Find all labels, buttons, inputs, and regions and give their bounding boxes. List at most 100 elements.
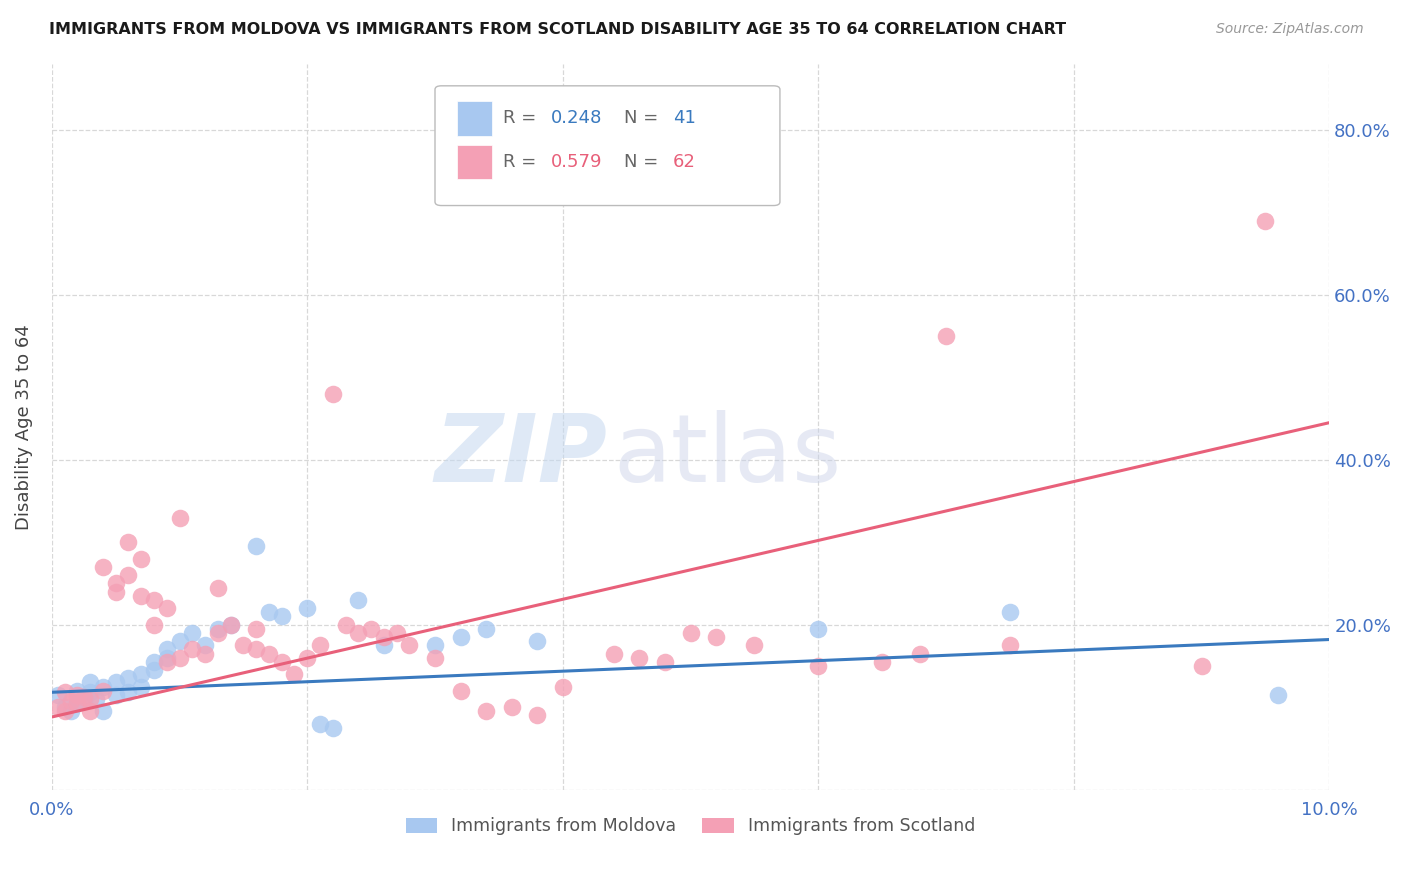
- Point: [73, 693, 96, 707]
- Point: [1254, 213, 1277, 227]
- Point: [935, 329, 957, 343]
- Point: [744, 638, 766, 652]
- Point: [1267, 688, 1289, 702]
- Point: [245, 622, 267, 636]
- Point: [91, 560, 114, 574]
- Point: [129, 589, 152, 603]
- Point: [807, 659, 830, 673]
- Point: [245, 540, 267, 554]
- Point: [998, 638, 1021, 652]
- Text: ZIP: ZIP: [434, 409, 607, 502]
- Text: Source: ZipAtlas.com: Source: ZipAtlas.com: [1216, 22, 1364, 37]
- Point: [257, 647, 280, 661]
- Point: [309, 716, 332, 731]
- Point: [73, 690, 96, 705]
- Point: [104, 584, 127, 599]
- Point: [526, 708, 548, 723]
- Point: [526, 634, 548, 648]
- Point: [129, 680, 152, 694]
- Point: [104, 675, 127, 690]
- Text: 62: 62: [672, 153, 696, 171]
- Point: [117, 535, 139, 549]
- Point: [297, 601, 319, 615]
- Text: 0.248: 0.248: [551, 110, 603, 128]
- Point: [998, 605, 1021, 619]
- Point: [373, 638, 395, 652]
- Point: [807, 622, 830, 636]
- Point: [423, 650, 446, 665]
- Point: [117, 568, 139, 582]
- Point: [142, 655, 165, 669]
- FancyBboxPatch shape: [434, 86, 780, 205]
- Point: [79, 704, 101, 718]
- Point: [322, 721, 344, 735]
- Point: [66, 696, 89, 710]
- Text: N =: N =: [624, 153, 664, 171]
- Point: [169, 510, 191, 524]
- Point: [181, 626, 204, 640]
- Point: [385, 626, 408, 640]
- Point: [117, 671, 139, 685]
- Point: [129, 551, 152, 566]
- Point: [870, 655, 893, 669]
- Point: [91, 683, 114, 698]
- Point: [156, 601, 179, 615]
- Point: [53, 704, 76, 718]
- Point: [66, 683, 89, 698]
- Point: [181, 642, 204, 657]
- Text: 41: 41: [672, 110, 696, 128]
- Point: [53, 685, 76, 699]
- Y-axis label: Disability Age 35 to 64: Disability Age 35 to 64: [15, 324, 32, 530]
- Point: [360, 622, 382, 636]
- Text: R =: R =: [503, 153, 541, 171]
- Legend: Immigrants from Moldova, Immigrants from Scotland: Immigrants from Moldova, Immigrants from…: [406, 817, 974, 835]
- Text: N =: N =: [624, 110, 664, 128]
- Point: [704, 630, 727, 644]
- Point: [194, 647, 217, 661]
- Point: [270, 655, 292, 669]
- Point: [66, 696, 89, 710]
- Point: [335, 617, 357, 632]
- Point: [104, 688, 127, 702]
- Point: [423, 638, 446, 652]
- Point: [232, 638, 254, 652]
- Point: [156, 642, 179, 657]
- Point: [475, 704, 498, 718]
- Point: [219, 617, 242, 632]
- Point: [373, 630, 395, 644]
- Text: IMMIGRANTS FROM MOLDOVA VS IMMIGRANTS FROM SCOTLAND DISABILITY AGE 35 TO 64 CORR: IMMIGRANTS FROM MOLDOVA VS IMMIGRANTS FR…: [49, 22, 1066, 37]
- Point: [86, 691, 108, 706]
- Point: [322, 387, 344, 401]
- Point: [398, 638, 420, 652]
- Point: [59, 693, 82, 707]
- Point: [654, 655, 676, 669]
- Point: [129, 667, 152, 681]
- Point: [603, 647, 626, 661]
- Point: [169, 650, 191, 665]
- Point: [270, 609, 292, 624]
- Point: [679, 626, 702, 640]
- Point: [207, 622, 229, 636]
- Point: [297, 650, 319, 665]
- Point: [551, 680, 574, 694]
- Point: [169, 634, 191, 648]
- Point: [66, 688, 89, 702]
- Point: [347, 593, 370, 607]
- Point: [59, 704, 82, 718]
- Point: [1191, 659, 1213, 673]
- Point: [475, 622, 498, 636]
- Point: [207, 626, 229, 640]
- Point: [283, 667, 305, 681]
- Point: [79, 675, 101, 690]
- Point: [104, 576, 127, 591]
- Point: [347, 626, 370, 640]
- Point: [309, 638, 332, 652]
- Point: [207, 581, 229, 595]
- Point: [245, 642, 267, 657]
- Text: R =: R =: [503, 110, 541, 128]
- Point: [79, 691, 101, 706]
- Text: 0.579: 0.579: [551, 153, 603, 171]
- Point: [450, 630, 472, 644]
- Point: [194, 638, 217, 652]
- Point: [142, 663, 165, 677]
